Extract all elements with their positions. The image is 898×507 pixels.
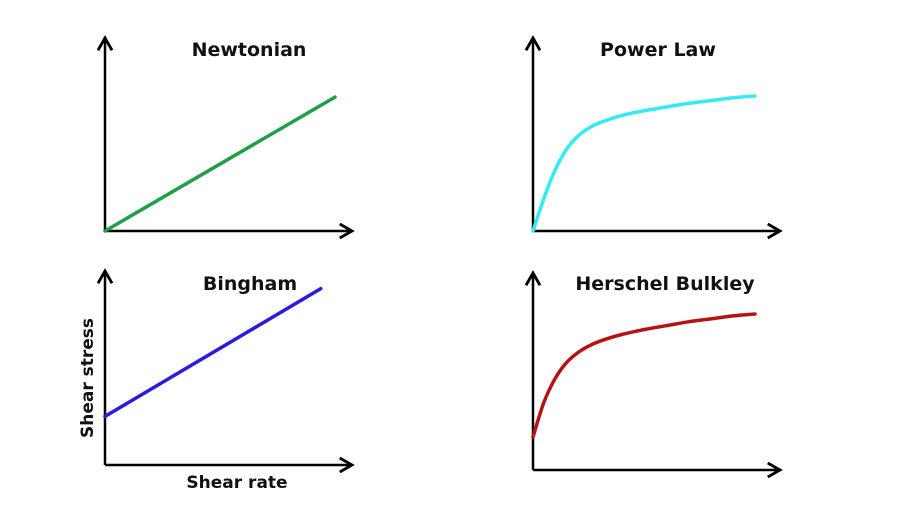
y-axis-label: Shear stress [78, 318, 98, 438]
series-line-herschel-bulkley [531, 312, 757, 439]
panel-herschel-bulkley: Herschel Bulkley [524, 270, 783, 479]
series-line-newtonian [103, 95, 337, 233]
panel-power-law: Power Law [524, 35, 783, 240]
chart-title-herschel-bulkley: Herschel Bulkley [575, 273, 755, 295]
panel-newtonian: Newtonian [96, 35, 355, 240]
chart-title-bingham: Bingham [203, 273, 297, 295]
series-line-bingham [103, 286, 323, 419]
chart-title-newtonian: Newtonian [192, 39, 307, 61]
series-line-power-law [531, 94, 757, 233]
x-axis-label: Shear rate [186, 473, 287, 493]
panel-bingham: Bingham Shear rate Shear stress [78, 268, 355, 493]
chart-title-power-law: Power Law [600, 39, 716, 61]
